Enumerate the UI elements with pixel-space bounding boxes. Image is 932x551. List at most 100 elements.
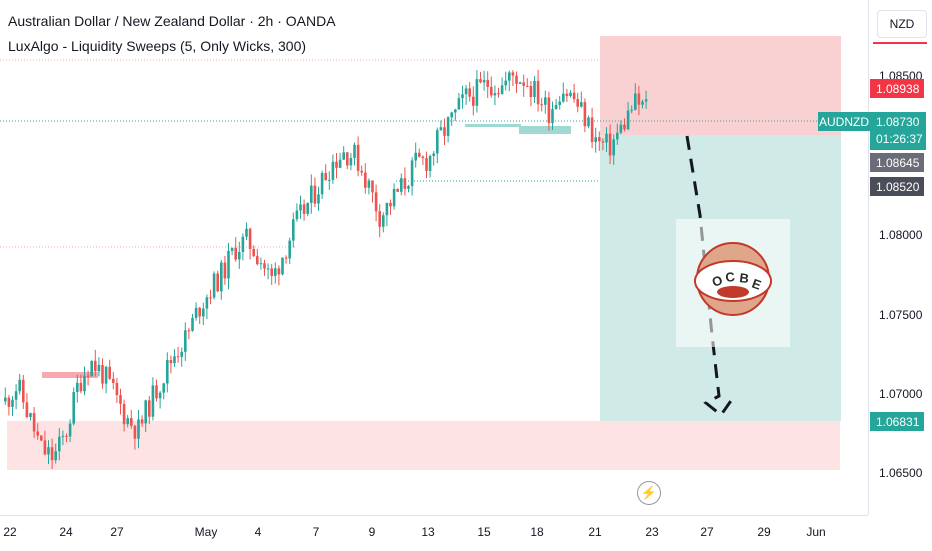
candle-body	[176, 356, 180, 358]
candle-body	[630, 109, 633, 111]
candle-body	[148, 400, 151, 417]
candle-body	[317, 194, 320, 204]
candle-body	[371, 180, 374, 193]
candle-body	[140, 419, 144, 424]
candle-body	[619, 124, 623, 133]
candle-body	[328, 179, 331, 181]
candle-body	[137, 419, 140, 439]
candle-body	[40, 435, 43, 441]
candle-body	[202, 308, 205, 317]
candle-body	[529, 85, 533, 98]
candle-body	[245, 228, 248, 237]
candle-body	[248, 228, 252, 249]
candle-body	[407, 186, 410, 189]
candle-body	[86, 375, 90, 377]
candle-body	[230, 247, 234, 251]
candle-body	[274, 268, 277, 276]
candle-body	[565, 93, 569, 97]
price-tick: 1.07000	[879, 387, 923, 401]
candle-body	[414, 152, 417, 161]
candle-body	[209, 297, 212, 299]
candle-body	[641, 101, 644, 105]
candle-body	[472, 96, 475, 106]
candle-body	[608, 133, 612, 156]
candle-body	[119, 395, 122, 404]
candle-body	[158, 392, 162, 399]
candle-body	[4, 397, 7, 402]
candle-body	[54, 451, 57, 461]
candles	[4, 69, 648, 470]
candle-body	[7, 397, 11, 407]
candle-body	[598, 137, 601, 142]
candle-body	[198, 307, 201, 317]
candle-body	[587, 117, 590, 127]
candle-body	[482, 79, 486, 83]
price-axis[interactable]: NZD 1.08500 1.08000 1.07500 1.07000 1.06…	[868, 0, 932, 515]
candle-body	[43, 440, 47, 455]
candle-body	[605, 133, 608, 143]
candle-body	[238, 252, 241, 260]
candle-body	[61, 435, 65, 437]
time-tick: 7	[312, 525, 320, 539]
candle-body	[205, 297, 209, 309]
candle-body	[385, 202, 389, 216]
candle-body	[396, 188, 399, 192]
sweep-marker-1	[465, 124, 521, 127]
candle-body	[389, 202, 392, 207]
candle-body	[169, 360, 173, 364]
candle-body	[468, 88, 471, 97]
candle-body	[392, 188, 396, 207]
time-tick: 15	[477, 525, 491, 539]
bar-countdown: 01:26:37	[876, 132, 923, 146]
sweep-marker-2	[519, 126, 571, 134]
candle-body	[313, 185, 317, 204]
candle-body	[583, 102, 587, 127]
candle-body	[356, 144, 360, 171]
time-tick: 9	[368, 525, 376, 539]
candle-body	[101, 364, 104, 384]
candle-body	[212, 273, 216, 298]
candle-body	[360, 170, 363, 173]
candle-body	[295, 210, 299, 220]
candle-body	[644, 99, 648, 102]
candle-body	[47, 447, 50, 455]
candle-body	[508, 72, 511, 81]
candle-body	[151, 385, 155, 417]
symbol-tag: AUDNZD	[818, 112, 870, 131]
candle-body	[612, 139, 615, 156]
indicator-legend[interactable]: LuxAlgo - Liquidity Sweeps (5, Only Wick…	[8, 38, 307, 54]
lightning-icon[interactable]: ⚡	[637, 481, 661, 505]
time-axis[interactable]: 22 24 27 May 4 7 9 13 15 18 21 23 27 29 …	[0, 515, 868, 551]
liquidity-zone	[7, 421, 840, 470]
candle-body	[122, 403, 126, 425]
time-tick: 22	[3, 525, 17, 539]
candle-body	[180, 351, 183, 357]
candle-body	[432, 153, 435, 157]
candle-body	[263, 263, 266, 269]
candle-body	[346, 152, 349, 166]
candle-body	[320, 172, 324, 195]
level-label-1: 1.08645	[870, 153, 924, 172]
candle-body	[601, 141, 605, 143]
candle-body	[436, 130, 439, 154]
candle-body	[234, 247, 237, 260]
candle-body	[18, 379, 21, 392]
candle-body	[367, 180, 371, 188]
time-tick: 21	[588, 525, 602, 539]
price-tick: 1.07500	[879, 308, 923, 322]
time-tick: 4	[254, 525, 262, 539]
time-tick: 18	[530, 525, 544, 539]
candle-body	[349, 157, 353, 166]
candle-body	[558, 101, 561, 105]
candle-body	[310, 185, 313, 203]
candle-body	[50, 447, 54, 461]
candle-body	[425, 158, 428, 171]
candle-body	[104, 366, 108, 384]
currency-underline	[873, 42, 927, 44]
time-tick: 13	[421, 525, 435, 539]
price-tick: 1.08000	[879, 228, 923, 242]
candle-body	[144, 400, 147, 424]
candle-body	[418, 152, 421, 157]
currency-button[interactable]: NZD	[877, 10, 927, 38]
candle-body	[173, 356, 176, 364]
